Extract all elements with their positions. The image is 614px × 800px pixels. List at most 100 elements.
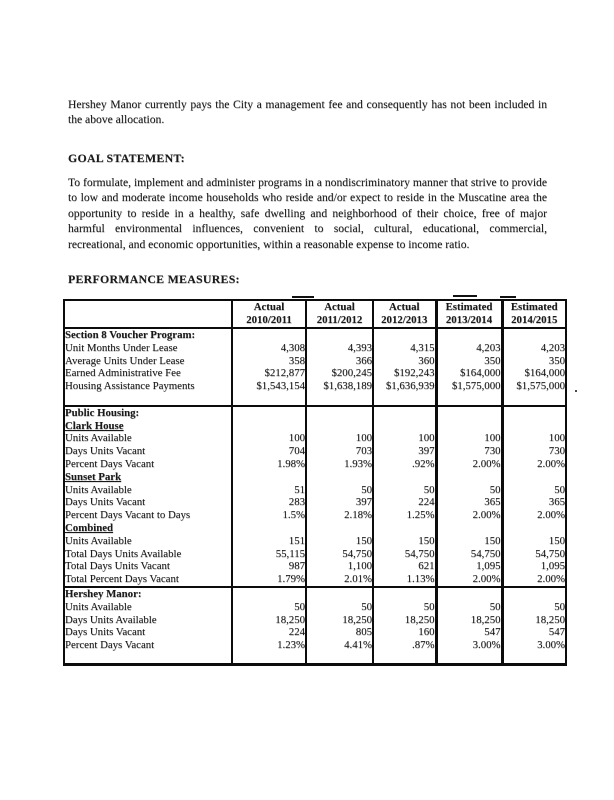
row-label-cell: Days Units Vacant bbox=[65, 626, 146, 639]
table-data-row: Unit Months Under Lease 4,308 4,393 4,315 4,… bbox=[64, 341, 566, 355]
section-title-label: Public Housing: bbox=[64, 404, 232, 420]
value-cell: $212,877 bbox=[231, 367, 306, 381]
table-data-row: Units Available 100 100 100 100 100 bbox=[64, 432, 566, 446]
value-cell: .92% bbox=[372, 457, 436, 471]
empty-value-cell bbox=[500, 404, 566, 420]
value-cell: 1,095 bbox=[434, 560, 502, 574]
value-cell: 18,250 bbox=[372, 613, 436, 627]
value-cell: 704 bbox=[231, 445, 306, 458]
section-subtitle-row: Clark House bbox=[64, 419, 566, 433]
value-cell: 547 bbox=[500, 626, 566, 640]
value-cell: 18,250 bbox=[231, 613, 306, 627]
empty-value-cell bbox=[372, 521, 436, 535]
value-cell: 224 bbox=[231, 626, 306, 640]
value-cell: 4,203 bbox=[434, 341, 502, 355]
empty-value-cell bbox=[305, 327, 373, 342]
empty-value-cell bbox=[372, 419, 436, 433]
table-data-row: Units Available 51 50 50 50 50 bbox=[64, 483, 566, 497]
value-cell: 1.13% bbox=[372, 573, 436, 587]
value-cell: 4.41% bbox=[305, 639, 373, 652]
row-label-cell: Percent Days Vacant to Days bbox=[65, 509, 191, 522]
empty-value-cell bbox=[372, 585, 436, 601]
table-data-row: Earned Administrative Fee $212,877 $200,24… bbox=[64, 367, 566, 381]
value-cell: $200,245 bbox=[305, 367, 373, 381]
table-data-row: Total Days Units Available 55,115 54,750 54… bbox=[64, 547, 566, 561]
column-header-cell: Actual 2012/2013 bbox=[372, 300, 436, 328]
row-label-cell: Units Available bbox=[65, 600, 132, 613]
row-label-cell: Housing Assistance Payments bbox=[65, 380, 195, 393]
value-cell: 4,315 bbox=[372, 341, 436, 355]
row-label-cell: Days Units Vacant bbox=[65, 496, 146, 509]
value-cell: 50 bbox=[434, 600, 502, 614]
value-cell: 283 bbox=[231, 496, 306, 510]
spacer-cell bbox=[500, 392, 566, 406]
value-cell: 18,250 bbox=[500, 613, 566, 627]
table-data-row: Percent Days Vacant 1.98% 1.93% .92% 2.00% 2.… bbox=[64, 457, 566, 471]
row-label-cell: Earned Administrative Fee bbox=[65, 367, 181, 380]
empty-value-cell bbox=[372, 327, 436, 342]
empty-value-cell bbox=[305, 470, 373, 484]
value-cell: .87% bbox=[372, 639, 436, 652]
value-cell: 150 bbox=[305, 534, 373, 548]
empty-value-cell bbox=[231, 470, 306, 484]
empty-value-cell bbox=[434, 521, 502, 535]
spacer-row bbox=[64, 651, 566, 665]
column-header-cell: Estimated 2014/2015 bbox=[500, 300, 566, 328]
section-subtitle-label: Combined bbox=[65, 521, 113, 534]
value-cell: 54,750 bbox=[305, 547, 373, 561]
goal-statement-heading: GOAL STATEMENT: bbox=[68, 151, 185, 165]
value-cell: 2.00% bbox=[500, 457, 566, 471]
empty-value-cell bbox=[434, 327, 502, 342]
value-cell: 50 bbox=[231, 600, 306, 614]
spacer-cell bbox=[305, 651, 373, 665]
value-cell: 621 bbox=[372, 560, 436, 574]
value-cell: 2.00% bbox=[434, 509, 502, 522]
spacer-cell bbox=[231, 392, 306, 406]
value-cell: 1,100 bbox=[305, 560, 373, 574]
table-data-row: Percent Days Vacant to Days 1.5% 2.18% 1.25… bbox=[64, 509, 566, 522]
empty-value-cell bbox=[231, 521, 306, 535]
value-cell: $1,575,000 bbox=[434, 380, 502, 393]
column-header-cell: Estimated 2013/2014 bbox=[434, 300, 502, 328]
value-cell: 365 bbox=[434, 496, 502, 510]
value-cell: 2.18% bbox=[305, 509, 373, 522]
value-cell: 3.00% bbox=[434, 639, 502, 652]
value-cell: 100 bbox=[500, 432, 566, 446]
column-header-line: Estimated bbox=[445, 301, 493, 313]
table-data-row: Days Units Vacant 283 397 224 365 365 bbox=[64, 496, 566, 510]
empty-value-cell bbox=[500, 470, 566, 484]
empty-value-cell bbox=[305, 404, 373, 420]
value-cell: 358 bbox=[231, 354, 306, 368]
empty-value-cell bbox=[500, 521, 566, 535]
section-subtitle-label: Clark House bbox=[65, 419, 124, 432]
spacer-cell bbox=[434, 392, 502, 406]
empty-value-cell bbox=[231, 419, 306, 433]
value-cell: 3.00% bbox=[500, 639, 566, 652]
empty-value-cell bbox=[372, 470, 436, 484]
performance-table: Actual 2010/2011 Actual 2011/2012 Actual 2012… bbox=[63, 299, 567, 667]
empty-value-cell bbox=[500, 585, 566, 601]
section-subtitle-row: Combined bbox=[64, 521, 566, 535]
value-cell: 160 bbox=[372, 626, 436, 640]
value-cell: 224 bbox=[372, 496, 436, 510]
goal-statement-paragraph: To formulate, implement and administer p… bbox=[68, 176, 547, 251]
section-subtitle-row: Sunset Park bbox=[64, 470, 566, 484]
row-label-cell: Percent Days Vacant bbox=[65, 457, 155, 470]
value-cell: 397 bbox=[372, 445, 436, 458]
empty-value-cell bbox=[372, 404, 436, 420]
value-cell: 54,750 bbox=[372, 547, 436, 561]
value-cell: 547 bbox=[434, 626, 502, 640]
value-cell: $1,638,189 bbox=[305, 380, 373, 393]
empty-value-cell bbox=[305, 585, 373, 601]
value-cell: 1.5% bbox=[231, 509, 306, 522]
table-data-row: Days Units Vacant 704 703 397 730 730 bbox=[64, 445, 566, 458]
row-label-cell: Units Available bbox=[65, 534, 132, 547]
table-data-row: Units Available 50 50 50 50 50 bbox=[64, 600, 566, 614]
section-title-row: Hershey Manor: bbox=[64, 585, 566, 601]
value-cell: 50 bbox=[372, 483, 436, 497]
section-title-label: Section 8 Voucher Program: bbox=[64, 327, 232, 342]
column-header-line: Actual bbox=[324, 301, 355, 313]
value-cell: 18,250 bbox=[305, 613, 373, 627]
row-label-cell: Units Available bbox=[65, 432, 132, 445]
